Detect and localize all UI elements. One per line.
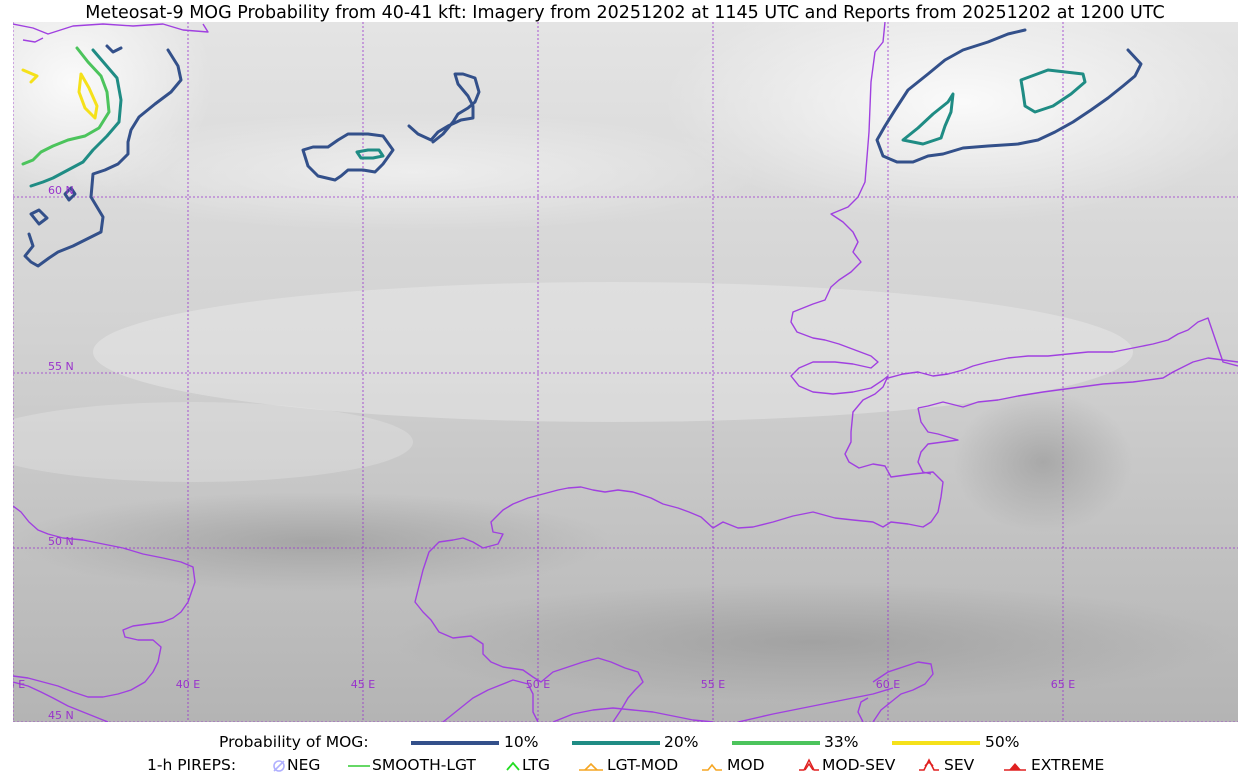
contours-20pct (29, 48, 1087, 188)
swatch-50pct (892, 741, 980, 745)
graticule (13, 22, 1238, 722)
smooth-lgt-line-icon (348, 765, 370, 767)
label-mod-sev: MOD-SEV (822, 756, 896, 774)
probability-legend-title: Probability of MOG: (219, 733, 369, 751)
label-50pct: 50% (985, 733, 1020, 751)
lgt-mod-caret-bar-icon (579, 762, 603, 771)
lon-label-50e: 50 E (526, 678, 550, 691)
label-neg: NEG (287, 756, 321, 774)
lat-label-60n: 60 N (48, 184, 74, 197)
sev-double-caret-icon (919, 758, 939, 771)
extreme-filled-caret-icon (1004, 763, 1026, 771)
mod-sev-double-caret-icon (799, 758, 819, 771)
label-smooth-lgt: SMOOTH-LGT (372, 756, 476, 774)
lat-label-50n: 50 N (48, 535, 74, 548)
label-20pct: 20% (664, 733, 699, 751)
contours-10pct (23, 28, 1143, 268)
contours-50pct (21, 68, 99, 120)
label-lgt-mod: LGT-MOD (607, 756, 679, 774)
label-ltg: LTG (522, 756, 550, 774)
lat-labels: 60 N 55 N 50 N 45 N (48, 184, 74, 722)
label-33pct: 33% (824, 733, 859, 751)
lat-label-45n: 45 N (48, 709, 74, 722)
swatch-20pct (572, 741, 660, 745)
pirep-legend: 1-h PIREPS: NEG SMOOTH-LGT LTG LGT-MOD M… (0, 756, 1250, 776)
lon-label-35e: 35 E (13, 678, 25, 691)
lon-label-55e: 55 E (701, 678, 725, 691)
swatch-10pct (411, 741, 499, 745)
label-mod: MOD (727, 756, 765, 774)
satellite-map: 60 N 55 N 50 N 45 N 35 E 40 E 45 E 50 E … (13, 22, 1238, 722)
lon-labels: 35 E 40 E 45 E 50 E 55 E 60 E 65 E (13, 678, 1075, 691)
swatch-33pct (732, 741, 820, 745)
lon-label-45e: 45 E (351, 678, 375, 691)
lon-label-40e: 40 E (176, 678, 200, 691)
label-10pct: 10% (504, 733, 539, 751)
probability-legend: Probability of MOG: 10% 20% 33% 50% (0, 733, 1250, 753)
label-extreme: EXTREME (1031, 756, 1105, 774)
map-title: Meteosat-9 MOG Probability from 40-41 kf… (85, 3, 1165, 23)
neg-circle-icon (273, 760, 285, 772)
mod-caret-icon (702, 763, 722, 771)
label-sev: SEV (944, 756, 975, 774)
ltg-caret-icon (506, 761, 520, 771)
lon-label-65e: 65 E (1051, 678, 1075, 691)
contours-33pct (21, 46, 111, 166)
lon-label-60e: 60 E (876, 678, 900, 691)
lat-label-55n: 55 N (48, 360, 74, 373)
coastlines (13, 22, 1238, 722)
pirep-legend-title: 1-h PIREPS: (147, 756, 237, 774)
